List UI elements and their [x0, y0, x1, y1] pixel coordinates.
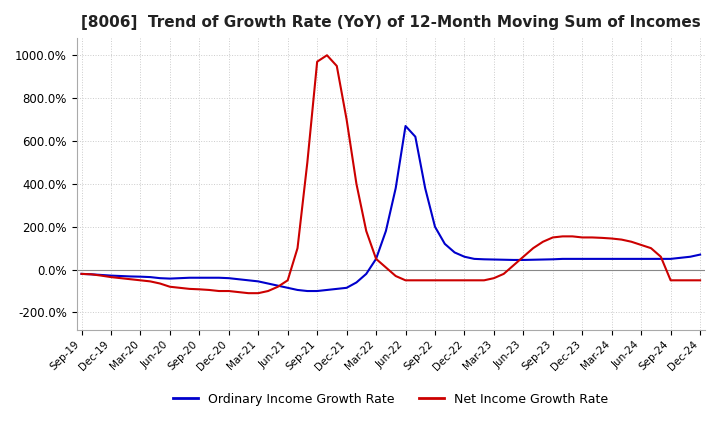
Ordinary Income Growth Rate [392, 186, 400, 191]
Ordinary Income Growth Rate [696, 252, 704, 257]
Net Income Growth Rate [77, 271, 86, 276]
Ordinary Income Growth Rate [500, 257, 508, 262]
Net Income Growth Rate [156, 281, 164, 286]
Ordinary Income Growth Rate [342, 285, 351, 290]
Ordinary Income Growth Rate [156, 275, 164, 281]
Legend: Ordinary Income Growth Rate, Net Income Growth Rate: Ordinary Income Growth Rate, Net Income … [168, 388, 613, 411]
Ordinary Income Growth Rate [401, 123, 410, 128]
Ordinary Income Growth Rate [441, 241, 449, 246]
Net Income Growth Rate [244, 290, 253, 296]
Ordinary Income Growth Rate [303, 288, 312, 293]
Net Income Growth Rate [323, 53, 331, 58]
Net Income Growth Rate [441, 278, 449, 283]
Net Income Growth Rate [500, 271, 508, 276]
Net Income Growth Rate [352, 181, 361, 187]
Net Income Growth Rate [696, 278, 704, 283]
Net Income Growth Rate [401, 278, 410, 283]
Ordinary Income Growth Rate [490, 257, 498, 262]
Line: Ordinary Income Growth Rate: Ordinary Income Growth Rate [81, 126, 700, 291]
Ordinary Income Growth Rate [77, 271, 86, 276]
Title: [8006]  Trend of Growth Rate (YoY) of 12-Month Moving Sum of Incomes: [8006] Trend of Growth Rate (YoY) of 12-… [81, 15, 701, 30]
Net Income Growth Rate [490, 275, 498, 281]
Line: Net Income Growth Rate: Net Income Growth Rate [81, 55, 700, 293]
